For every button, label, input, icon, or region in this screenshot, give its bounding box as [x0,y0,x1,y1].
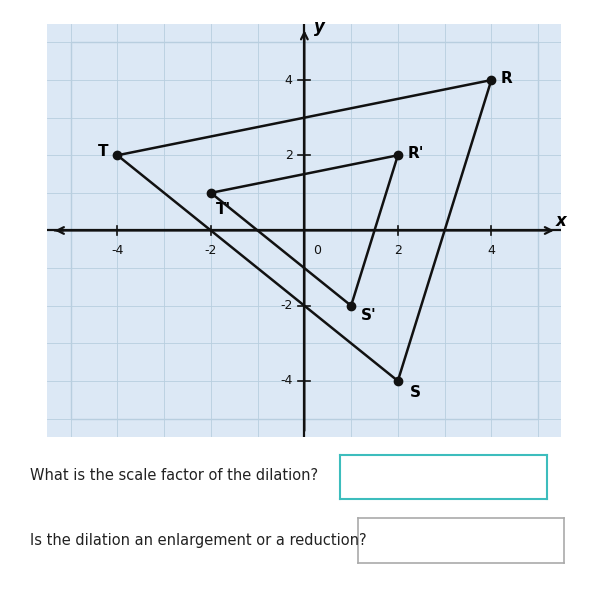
Text: -4: -4 [111,243,124,256]
Text: 2: 2 [285,149,293,162]
Text: R: R [501,71,512,86]
Text: Is the dilation an enlargement or a reduction?: Is the dilation an enlargement or a redu… [30,533,366,548]
Text: -2: -2 [280,299,293,312]
Text: R': R' [407,146,424,161]
Text: -4: -4 [280,375,293,388]
Text: T': T' [216,202,231,217]
Text: y: y [314,18,324,37]
Text: 0: 0 [313,243,321,256]
Text: 4: 4 [488,243,495,256]
Text: 4: 4 [285,73,293,86]
Text: -2: -2 [204,243,217,256]
Text: 2: 2 [394,243,402,256]
Text: What is the scale factor of the dilation?: What is the scale factor of the dilation… [30,468,318,483]
Text: x: x [556,212,567,230]
Text: T: T [98,144,108,159]
Text: S: S [410,385,421,400]
Text: S': S' [361,307,376,323]
